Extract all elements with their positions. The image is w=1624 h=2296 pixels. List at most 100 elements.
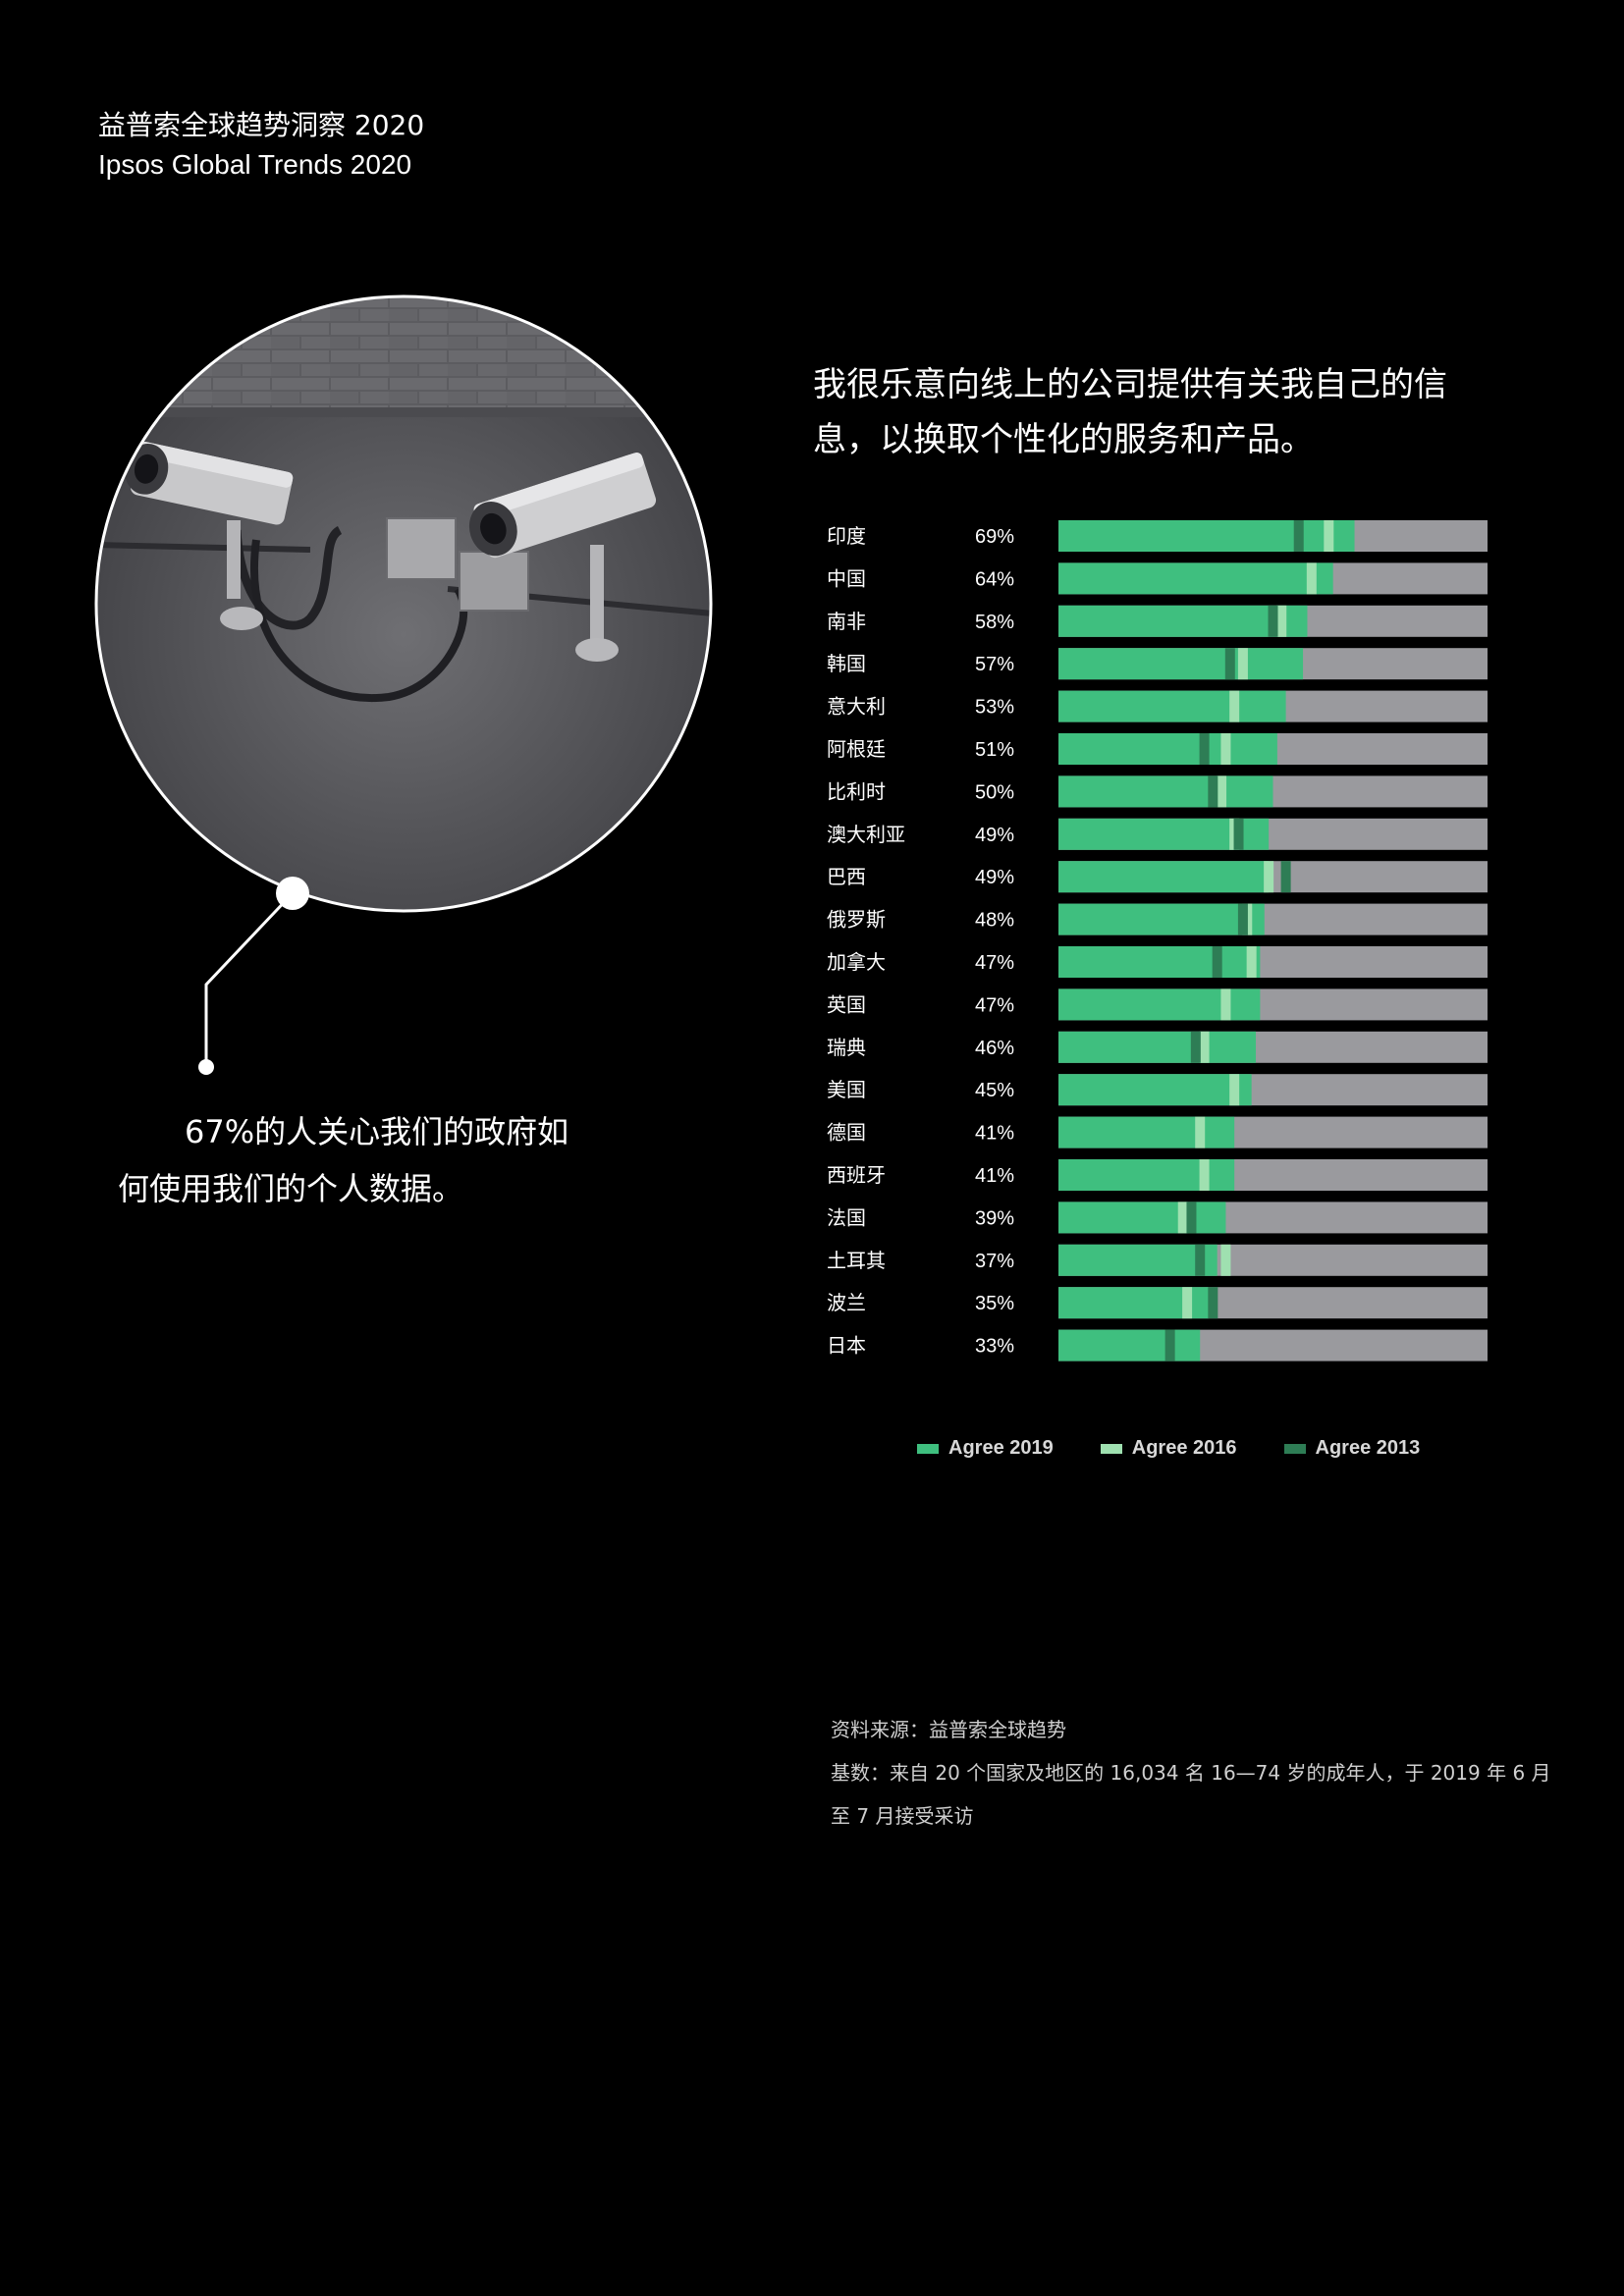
- value-label: 46%: [975, 1038, 1014, 1059]
- bar-agree-2019: [1058, 520, 1355, 552]
- category-label: 土耳其: [827, 1249, 886, 1272]
- legend-swatch-2019: [917, 1443, 939, 1454]
- connector-dot-small: [198, 1059, 214, 1075]
- category-label: 澳大利亚: [827, 823, 905, 846]
- bar-agree-2019: [1058, 690, 1286, 722]
- category-label: 波兰: [827, 1291, 866, 1314]
- category-label: 法国: [827, 1205, 866, 1229]
- marker-agree-2013: [1293, 520, 1304, 552]
- marker-agree-2013: [1268, 605, 1278, 637]
- marker-agree-2013: [1199, 733, 1210, 765]
- report-title-cn: 益普索全球趋势洞察 2020: [98, 109, 425, 141]
- bar-agree-2019: [1058, 648, 1304, 680]
- connector-line: [204, 891, 295, 1067]
- category-label: 英国: [827, 992, 866, 1016]
- marker-agree-2013: [1190, 1031, 1201, 1063]
- marker-agree-2013: [1280, 861, 1291, 893]
- marker-agree-2016: [1220, 733, 1231, 765]
- marker-agree-2016: [1220, 988, 1231, 1021]
- marker-agree-2016: [1229, 690, 1240, 722]
- category-label: 德国: [827, 1121, 866, 1145]
- marker-agree-2016: [1306, 562, 1317, 595]
- value-label: 45%: [975, 1080, 1014, 1101]
- marker-agree-2016: [1246, 946, 1257, 978]
- bar-agree-2019: [1058, 733, 1277, 765]
- category-label: 意大利: [827, 695, 886, 719]
- value-label: 37%: [975, 1251, 1014, 1272]
- category-label: 瑞典: [827, 1036, 866, 1059]
- legend-label-2013: Agree 2013: [1315, 1437, 1421, 1459]
- bar-agree-2019: [1058, 903, 1265, 935]
- bar-agree-2019: [1058, 562, 1333, 595]
- marker-agree-2013: [1195, 1244, 1206, 1276]
- legend-swatch-2016: [1100, 1443, 1122, 1454]
- marker-agree-2016: [1229, 1074, 1240, 1106]
- category-label: 阿根廷: [827, 737, 886, 761]
- category-label: 俄罗斯: [827, 908, 886, 932]
- page-header: 益普索全球趋势洞察 2020 Ipsos Global Trends 2020: [98, 106, 424, 185]
- bar-agree-2019: [1058, 605, 1308, 637]
- marker-agree-2016: [1177, 1201, 1188, 1234]
- legend-label-2019: Agree 2019: [948, 1437, 1054, 1459]
- marker-agree-2013: [1212, 946, 1222, 978]
- marker-agree-2016: [1217, 775, 1227, 808]
- category-label: 日本: [827, 1334, 866, 1358]
- marker-agree-2013: [1164, 1329, 1175, 1362]
- bar-agree-2019: [1058, 775, 1273, 808]
- bar-agree-2019: [1058, 1201, 1226, 1234]
- category-label: 南非: [827, 610, 866, 633]
- value-label: 50%: [975, 781, 1014, 803]
- category-label: 西班牙: [827, 1163, 886, 1187]
- value-label: 35%: [975, 1293, 1014, 1314]
- surveillance-camera-photo: [94, 294, 713, 913]
- marker-agree-2013: [1208, 775, 1218, 808]
- marker-agree-2013: [1186, 1201, 1197, 1234]
- value-label: 51%: [975, 739, 1014, 761]
- marker-agree-2013: [1237, 903, 1248, 935]
- marker-agree-2013: [1208, 1287, 1218, 1319]
- legend-label-2016: Agree 2016: [1131, 1437, 1237, 1459]
- value-label: 53%: [975, 697, 1014, 719]
- value-label: 47%: [975, 994, 1014, 1016]
- callout-text: 67%的人关心我们的政府如何使用我们的个人数据。: [118, 1113, 569, 1207]
- category-label: 韩国: [827, 652, 866, 675]
- legend-item-2016: Agree 2016: [1100, 1437, 1237, 1460]
- value-label: 49%: [975, 825, 1014, 846]
- marker-agree-2016: [1195, 1116, 1206, 1148]
- bar-agree-2019: [1058, 1329, 1201, 1362]
- source-line: 资料来源：益普索全球趋势: [831, 1718, 1066, 1741]
- bar-agree-2019: [1058, 946, 1261, 978]
- category-label: 比利时: [827, 779, 886, 803]
- surveillance-camera-illustration: [94, 294, 713, 913]
- value-label: 48%: [975, 910, 1014, 932]
- base-line: 基数：来自 20 个国家及地区的 16,034 名 16—74 岁的成年人，于 …: [831, 1761, 1551, 1828]
- category-label: 加拿大: [827, 950, 886, 974]
- bar-agree-2019: [1058, 1074, 1252, 1106]
- bar-agree-2019: [1058, 1031, 1257, 1063]
- value-label: 64%: [975, 568, 1014, 590]
- source-note: 资料来源：益普索全球趋势 基数：来自 20 个国家及地区的 16,034 名 1…: [831, 1708, 1557, 1838]
- legend-swatch-2013: [1283, 1443, 1306, 1454]
- chart-legend: Agree 2019 Agree 2016 Agree 2013: [917, 1437, 1420, 1460]
- value-label: 49%: [975, 867, 1014, 888]
- value-label: 41%: [975, 1165, 1014, 1187]
- chart-question: 我很乐意向线上的公司提供有关我自己的信息，以换取个性化的服务和产品。: [813, 365, 1447, 459]
- marker-agree-2013: [1224, 648, 1235, 680]
- value-label: 41%: [975, 1123, 1014, 1145]
- legend-item-2013: Agree 2013: [1283, 1437, 1421, 1460]
- marker-agree-2016: [1237, 648, 1248, 680]
- bar-agree-2019: [1058, 861, 1270, 893]
- marker-agree-2016: [1264, 861, 1274, 893]
- report-title-en: Ipsos Global Trends 2020: [98, 149, 412, 180]
- category-label: 美国: [827, 1078, 866, 1101]
- category-label: 巴西: [827, 865, 866, 888]
- legend-item-2019: Agree 2019: [917, 1437, 1054, 1460]
- value-label: 33%: [975, 1336, 1014, 1358]
- chart-svg: 印度 69% 中国 64% 南非 58% 韩国 57% 意大利 53% 阿根廷 51% 比利时 50% 澳大…: [827, 520, 1488, 1362]
- category-label: 中国: [827, 566, 866, 590]
- bar-agree-2019: [1058, 1116, 1235, 1148]
- marker-agree-2016: [1220, 1244, 1231, 1276]
- category-label: 印度: [827, 524, 866, 548]
- marker-agree-2013: [1233, 818, 1244, 850]
- stacked-bar-chart: 印度 69% 中国 64% 南非 58% 韩国 57% 意大利 53% 阿根廷 51% 比利时 50% 澳大…: [815, 512, 1502, 1376]
